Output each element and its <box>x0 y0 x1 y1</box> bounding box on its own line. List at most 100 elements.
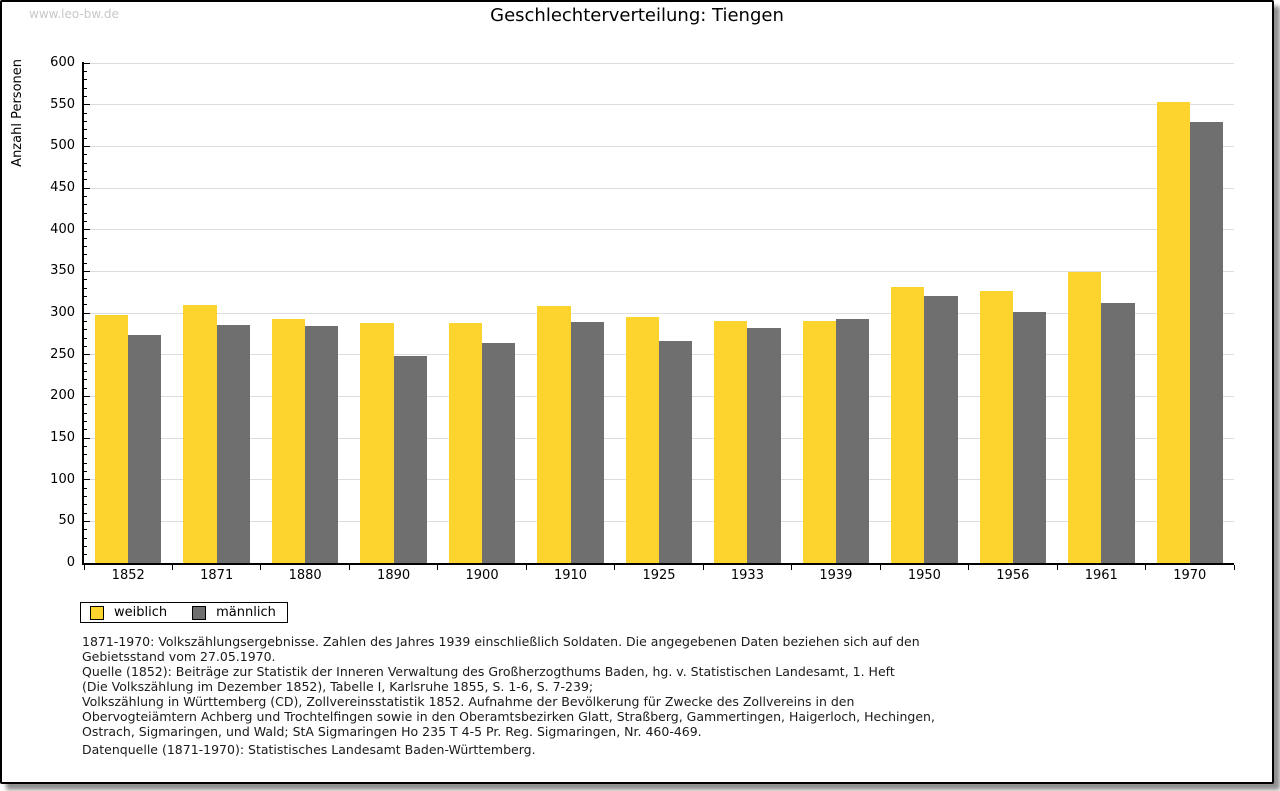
y-major-tick <box>84 437 90 439</box>
footnote-line: Ostrach, Sigmaringen, und Wald; StA Sigm… <box>82 724 702 739</box>
y-minor-tick <box>84 412 87 414</box>
y-minor-tick <box>84 487 87 489</box>
x-tick-label: 1970 <box>1173 568 1207 583</box>
y-axis-title: Anzahl Personen <box>9 59 25 167</box>
y-tick-label: 300 <box>50 305 75 320</box>
footnote: 1871-1970: Volkszählungsergebnisse. Zahl… <box>82 634 935 739</box>
y-minor-tick <box>84 379 87 381</box>
bar-weiblich-1939 <box>802 321 836 563</box>
y-minor-tick <box>84 470 87 472</box>
y-major-tick <box>84 562 90 564</box>
bar-weiblich-1910 <box>537 306 571 563</box>
y-minor-tick <box>84 279 87 281</box>
bar-weiblich-1852 <box>95 314 129 563</box>
bar-männlich-1925 <box>659 340 693 563</box>
x-tick-label: 1933 <box>730 568 764 583</box>
plot-area: 0 50 100 150 200 250 300 350 400 450 500 550 600 1852… <box>50 55 1235 583</box>
x-tick-label: 1910 <box>553 568 588 583</box>
y-tick-label: 0 <box>66 555 75 570</box>
y-minor-tick <box>84 304 87 306</box>
legend-label: männlich <box>216 605 276 620</box>
footnote-line: Obervogteiämtern Achberg und Trochtelfin… <box>82 709 935 724</box>
x-axis-tick <box>171 565 173 570</box>
y-major-tick <box>84 270 90 272</box>
x-axis-tick <box>1145 565 1147 570</box>
bar-männlich-1939 <box>835 318 870 563</box>
y-minor-tick <box>84 420 87 422</box>
x-axis-line <box>82 563 1234 565</box>
y-minor-tick <box>84 370 87 372</box>
x-tick-label: 1890 <box>377 568 411 583</box>
y-minor-tick <box>84 429 87 431</box>
gridline <box>84 145 1234 147</box>
y-minor-tick <box>84 154 87 156</box>
x-tick-label: 1950 <box>907 568 941 583</box>
y-major-tick <box>84 312 90 314</box>
gridline <box>84 229 1234 231</box>
x-tick-label: 1880 <box>288 568 322 583</box>
gridline <box>84 187 1234 189</box>
y-minor-tick <box>84 162 87 164</box>
y-tick-label: 250 <box>50 346 75 362</box>
footnote-line: (Die Volkszählung im Dezember 1852), Tab… <box>82 679 594 694</box>
x-axis-tick <box>1233 565 1235 570</box>
y-minor-tick <box>84 129 87 131</box>
y-minor-tick <box>84 220 87 222</box>
y-minor-tick <box>84 87 87 89</box>
legend-item-männlich: männlich <box>192 605 276 620</box>
y-major-tick <box>84 229 90 231</box>
y-tick-label: 200 <box>50 388 75 404</box>
bar-weiblich-1880 <box>271 318 306 563</box>
datasource-line: Datenquelle (1871-1970): Statistisches L… <box>82 742 536 757</box>
x-axis-tick <box>348 565 350 570</box>
watermark: www.leo-bw.de <box>29 7 119 21</box>
y-minor-tick <box>84 512 87 514</box>
x-tick-label: 1961 <box>1084 568 1118 583</box>
gridline <box>84 312 1234 314</box>
bar-weiblich-1933 <box>714 320 748 563</box>
y-minor-tick <box>84 137 87 139</box>
y-minor-tick <box>84 345 87 347</box>
bar-männlich-1950 <box>924 296 958 563</box>
y-minor-tick <box>84 329 87 331</box>
y-minor-tick <box>84 237 87 239</box>
x-axis-tick <box>525 565 527 570</box>
y-minor-tick <box>84 287 87 289</box>
y-minor-tick <box>84 404 87 406</box>
y-axis-line <box>82 62 84 565</box>
x-axis-tick <box>614 565 616 570</box>
legend-label: weiblich <box>114 605 168 620</box>
y-minor-tick <box>84 545 87 547</box>
y-minor-tick <box>84 70 87 72</box>
legend: weiblich männlich <box>80 602 288 623</box>
x-tick-label: 1852 <box>111 568 145 583</box>
x-axis-tick <box>437 565 439 570</box>
y-major-tick <box>84 145 90 147</box>
bar-weiblich-1956 <box>979 291 1013 563</box>
y-minor-tick <box>84 445 87 447</box>
x-axis-tick <box>1056 565 1058 570</box>
y-minor-tick <box>84 320 87 322</box>
y-tick-label: 500 <box>50 138 75 154</box>
y-tick-label: 150 <box>50 430 75 445</box>
x-axis-tick <box>260 565 262 570</box>
y-minor-tick <box>84 212 87 214</box>
y-minor-tick <box>84 387 87 389</box>
y-tick-label: 600 <box>50 55 75 70</box>
y-major-tick <box>84 354 90 356</box>
y-minor-tick <box>84 462 87 464</box>
y-tick-label: 400 <box>50 221 75 237</box>
y-minor-tick <box>84 362 87 364</box>
bar-männlich-1852 <box>128 334 162 563</box>
x-axis-tick <box>83 565 85 570</box>
y-minor-tick <box>84 554 87 556</box>
bar-weiblich-1950 <box>891 287 925 563</box>
bar-männlich-1871 <box>216 324 250 563</box>
legend-item-weiblich: weiblich <box>90 605 167 620</box>
legend-swatch-männlich <box>192 605 207 620</box>
gridline <box>84 62 1234 64</box>
y-minor-tick <box>84 495 87 497</box>
bar-männlich-1933 <box>747 328 781 563</box>
y-minor-tick <box>84 170 87 172</box>
bar-männlich-1910 <box>570 322 604 563</box>
